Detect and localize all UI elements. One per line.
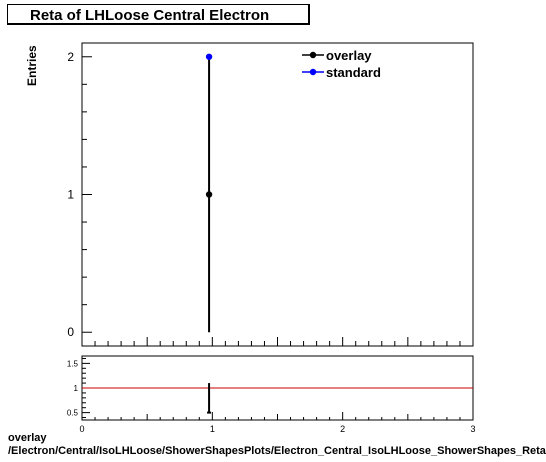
legend-swatch-marker (309, 51, 317, 59)
ratio-y-ticks: 0.5 1 1.5 (67, 357, 90, 419)
ratio-x-ticks: 0 1 2 3 (79, 412, 476, 434)
main-y-tick-label: 0 (67, 325, 74, 339)
ratio-y-tick-label: 1 (74, 384, 79, 393)
main-data-point (205, 53, 213, 60)
ratio-x-tick-label: 1 (210, 424, 215, 434)
main-plot-frame (81, 42, 474, 347)
main-y-ticks: 0 1 2 (67, 50, 92, 339)
legend-entry-label: standard (326, 65, 381, 80)
legend: overlay standard (302, 48, 381, 80)
ratio-x-tick-label: 3 (470, 424, 475, 434)
main-y-tick-label: 1 (67, 188, 74, 202)
footer-path: /Electron/Central/IsoLHLoose/ShowerShape… (8, 445, 546, 457)
main-data-point (205, 191, 213, 198)
chart-title-box: Reta of LHLoose Central Electron (7, 4, 310, 25)
main-x-ticks (81, 337, 474, 346)
footer-label: overlay (8, 432, 47, 444)
y-axis-label: Entries (25, 45, 39, 86)
ratio-data-marks (82, 383, 473, 414)
main-y-tick-label: 2 (67, 50, 74, 64)
ratio-x-tick-label: 0 (79, 424, 84, 434)
chart-title: Reta of LHLoose Central Electron (30, 7, 270, 24)
ratio-x-tick-label: 2 (340, 424, 345, 434)
ratio-y-tick-label: 0.5 (67, 409, 79, 418)
main-data-marks (205, 53, 213, 333)
legend-swatch-marker (309, 68, 317, 76)
legend-entry-label: overlay (326, 48, 372, 63)
ratio-data-point (207, 411, 212, 414)
ratio-y-tick-label: 1.5 (67, 359, 79, 368)
